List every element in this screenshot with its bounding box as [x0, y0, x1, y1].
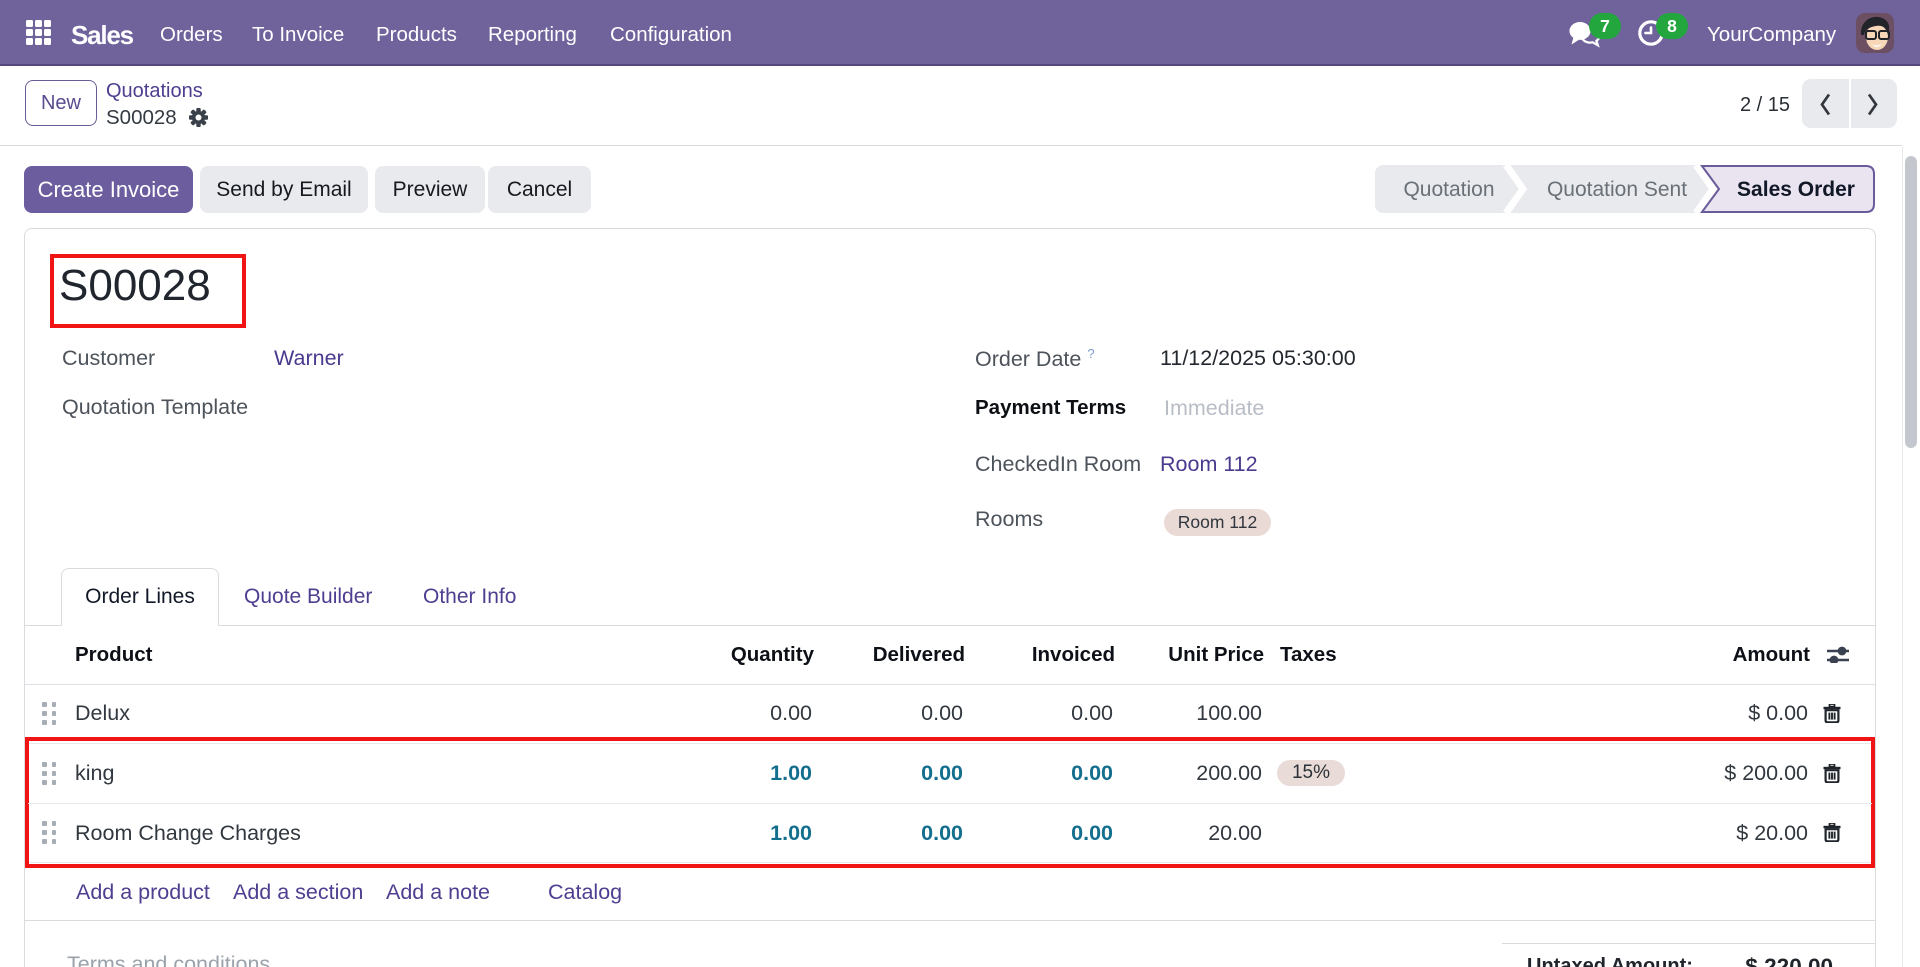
svg-text:Quotation: Quotation — [1403, 178, 1494, 201]
svg-text:Sales Order: Sales Order — [1737, 178, 1855, 201]
svg-text:Quotation Sent: Quotation Sent — [1547, 178, 1687, 201]
